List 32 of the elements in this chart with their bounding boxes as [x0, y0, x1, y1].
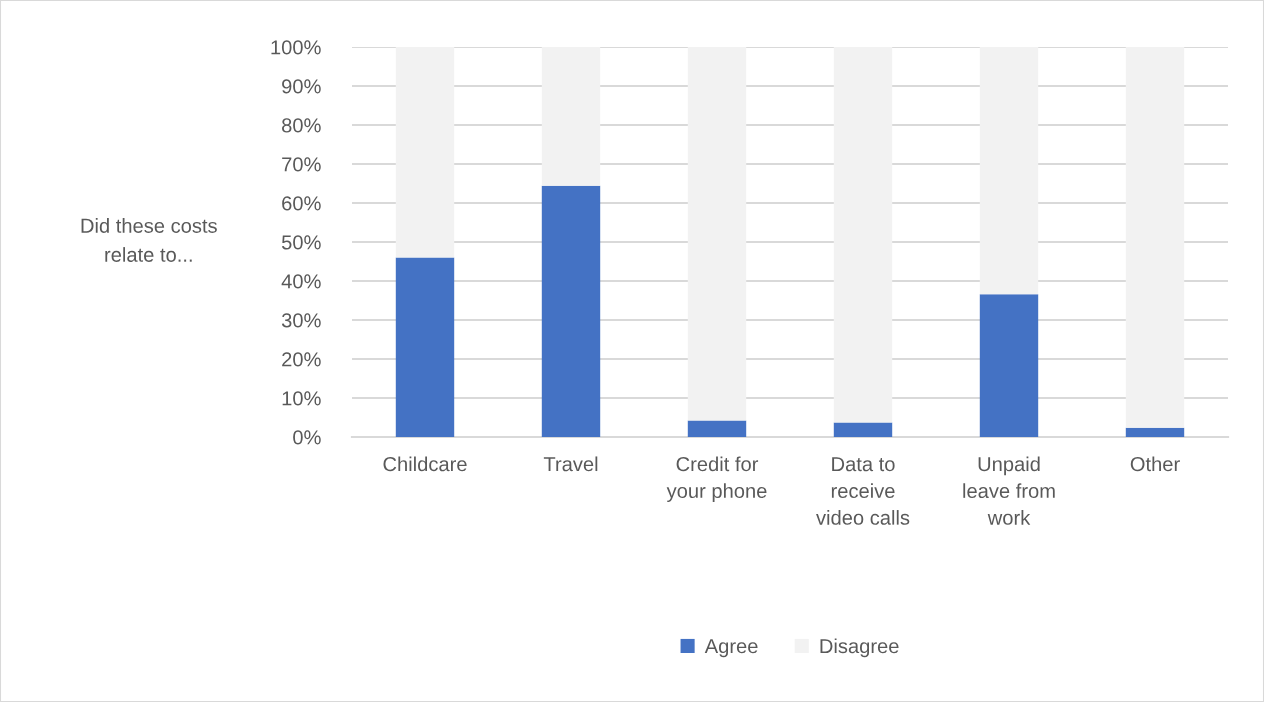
- bar: [979, 294, 1039, 437]
- bar: [541, 47, 601, 186]
- bar: [395, 257, 455, 437]
- x-tick-label: Other: [1130, 456, 1180, 472]
- bar: [979, 47, 1039, 295]
- bar: [1125, 427, 1185, 437]
- x-tick-label: Travel: [543, 456, 598, 472]
- y-tick-label: 40%: [281, 274, 321, 289]
- y-tick-label: 0%: [293, 430, 321, 445]
- y-tick-label: 100%: [271, 40, 321, 55]
- bar: [687, 420, 747, 437]
- y-tick-label: 80%: [282, 118, 321, 133]
- bar: [541, 185, 601, 437]
- legend-label: Agree: [704, 639, 758, 658]
- bar: [687, 47, 747, 421]
- bar: [833, 422, 893, 437]
- x-tick-label: Data to receive video calls: [816, 457, 910, 525]
- x-tick-label: Credit for your phone: [666, 456, 767, 503]
- bar: [833, 47, 893, 423]
- y-tick-label: 70%: [282, 157, 321, 172]
- y-tick-label: 90%: [282, 79, 321, 94]
- y-tick-label: 30%: [281, 313, 321, 328]
- y-tick-label: 50%: [281, 235, 321, 250]
- bar: [395, 47, 455, 258]
- y-axis-title: Did these costs relate to...: [81, 218, 217, 262]
- x-tick-label: Childcare: [383, 456, 467, 472]
- y-tick-label: 60%: [282, 196, 321, 211]
- bar: [1125, 47, 1185, 428]
- x-tick-label: Unpaid leave from work: [963, 456, 1055, 525]
- y-tick-label: 10%: [282, 391, 321, 406]
- y-tick-label: 20%: [282, 352, 321, 367]
- legend-label: Disagree: [820, 638, 899, 658]
